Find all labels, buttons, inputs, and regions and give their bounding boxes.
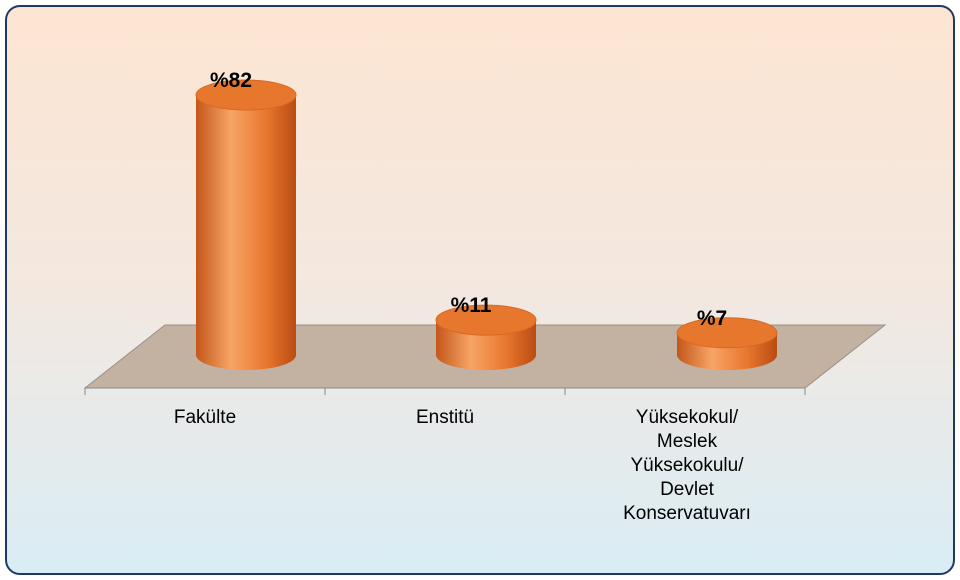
value-label: %11 xyxy=(451,294,492,317)
value-label: %82 xyxy=(210,69,252,92)
x-ticks xyxy=(84,388,806,395)
cylinder xyxy=(435,304,537,370)
x-tick-label: Enstitü xyxy=(415,407,475,428)
cylinder xyxy=(195,79,297,370)
cylinder-body xyxy=(196,95,296,370)
frame xyxy=(5,5,955,575)
x-tick-label: Yüksekokul/ Meslek Yüksekokulu/ Devlet K… xyxy=(623,407,751,524)
cylinder-top xyxy=(195,79,297,111)
cylinder-top xyxy=(435,304,537,336)
x-tick-label: Fakülte xyxy=(173,407,237,428)
value-label: %7 xyxy=(697,307,727,330)
cylinder xyxy=(676,317,778,370)
cylinder-top xyxy=(676,317,778,349)
